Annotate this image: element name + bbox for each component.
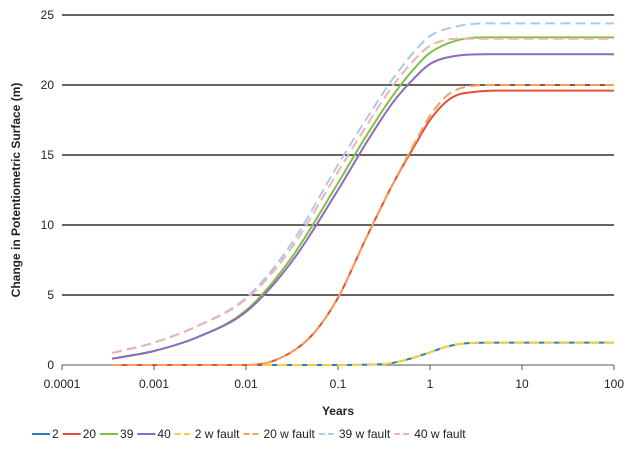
legend-label: 20 w fault bbox=[263, 427, 315, 441]
legend-item: 2 w fault bbox=[174, 427, 240, 441]
legend-label: 2 w fault bbox=[195, 427, 240, 441]
series-line-40 bbox=[111, 53, 614, 360]
legend-item: 40 bbox=[137, 427, 171, 441]
series-line-20-w-fault bbox=[112, 83, 614, 367]
y-tick-label: 0 bbox=[47, 358, 54, 372]
legend: 2 20 39 40 2 w fault 20 w fault 39 w fault 40 w… bbox=[32, 427, 466, 441]
y-tick-label: 15 bbox=[41, 148, 55, 162]
legend-item: 2 bbox=[32, 427, 59, 441]
legend-label: 2 bbox=[52, 427, 59, 441]
legend-label: 39 w fault bbox=[339, 427, 391, 441]
x-tick-label: 100 bbox=[604, 377, 624, 391]
x-axis-title: Years bbox=[322, 404, 354, 418]
axis-layer: 0 5 10 15 20 25 0.0001 0.001 0.01 0.1 1 10 100 bbox=[41, 8, 625, 391]
y-axis-title: Change in Potentiometric Surface (m) bbox=[9, 83, 23, 298]
legend-item: 20 w fault bbox=[243, 427, 315, 441]
legend-label: 40 w fault bbox=[414, 427, 466, 441]
series-line-2 bbox=[112, 341, 614, 366]
legend-label: 20 bbox=[83, 427, 97, 441]
legend-label: 39 bbox=[120, 427, 134, 441]
series-line-39-w-fault bbox=[111, 22, 614, 355]
series-layer bbox=[111, 22, 614, 367]
legend-item: 39 w fault bbox=[318, 427, 391, 441]
legend-item: 39 bbox=[100, 427, 134, 441]
x-tick-label: 0.0001 bbox=[44, 377, 81, 391]
y-tick-label: 10 bbox=[41, 218, 55, 232]
grid-layer bbox=[62, 14, 614, 366]
x-tick-label: 0.1 bbox=[330, 377, 347, 391]
x-tick-label: 10 bbox=[515, 377, 529, 391]
y-tick-label: 5 bbox=[47, 288, 54, 302]
legend-item: 20 bbox=[62, 427, 97, 441]
series-line-2-w-fault bbox=[112, 341, 614, 366]
y-tick-label: 20 bbox=[41, 78, 55, 92]
x-tick-label: 0.01 bbox=[234, 377, 258, 391]
x-tick-label: 1 bbox=[427, 377, 434, 391]
y-tick-label: 25 bbox=[41, 8, 55, 22]
x-tick-label: 0.001 bbox=[139, 377, 169, 391]
series-line-40-w-fault bbox=[111, 37, 614, 355]
legend-label: 40 bbox=[157, 427, 171, 441]
legend-item: 40 w fault bbox=[394, 427, 466, 441]
